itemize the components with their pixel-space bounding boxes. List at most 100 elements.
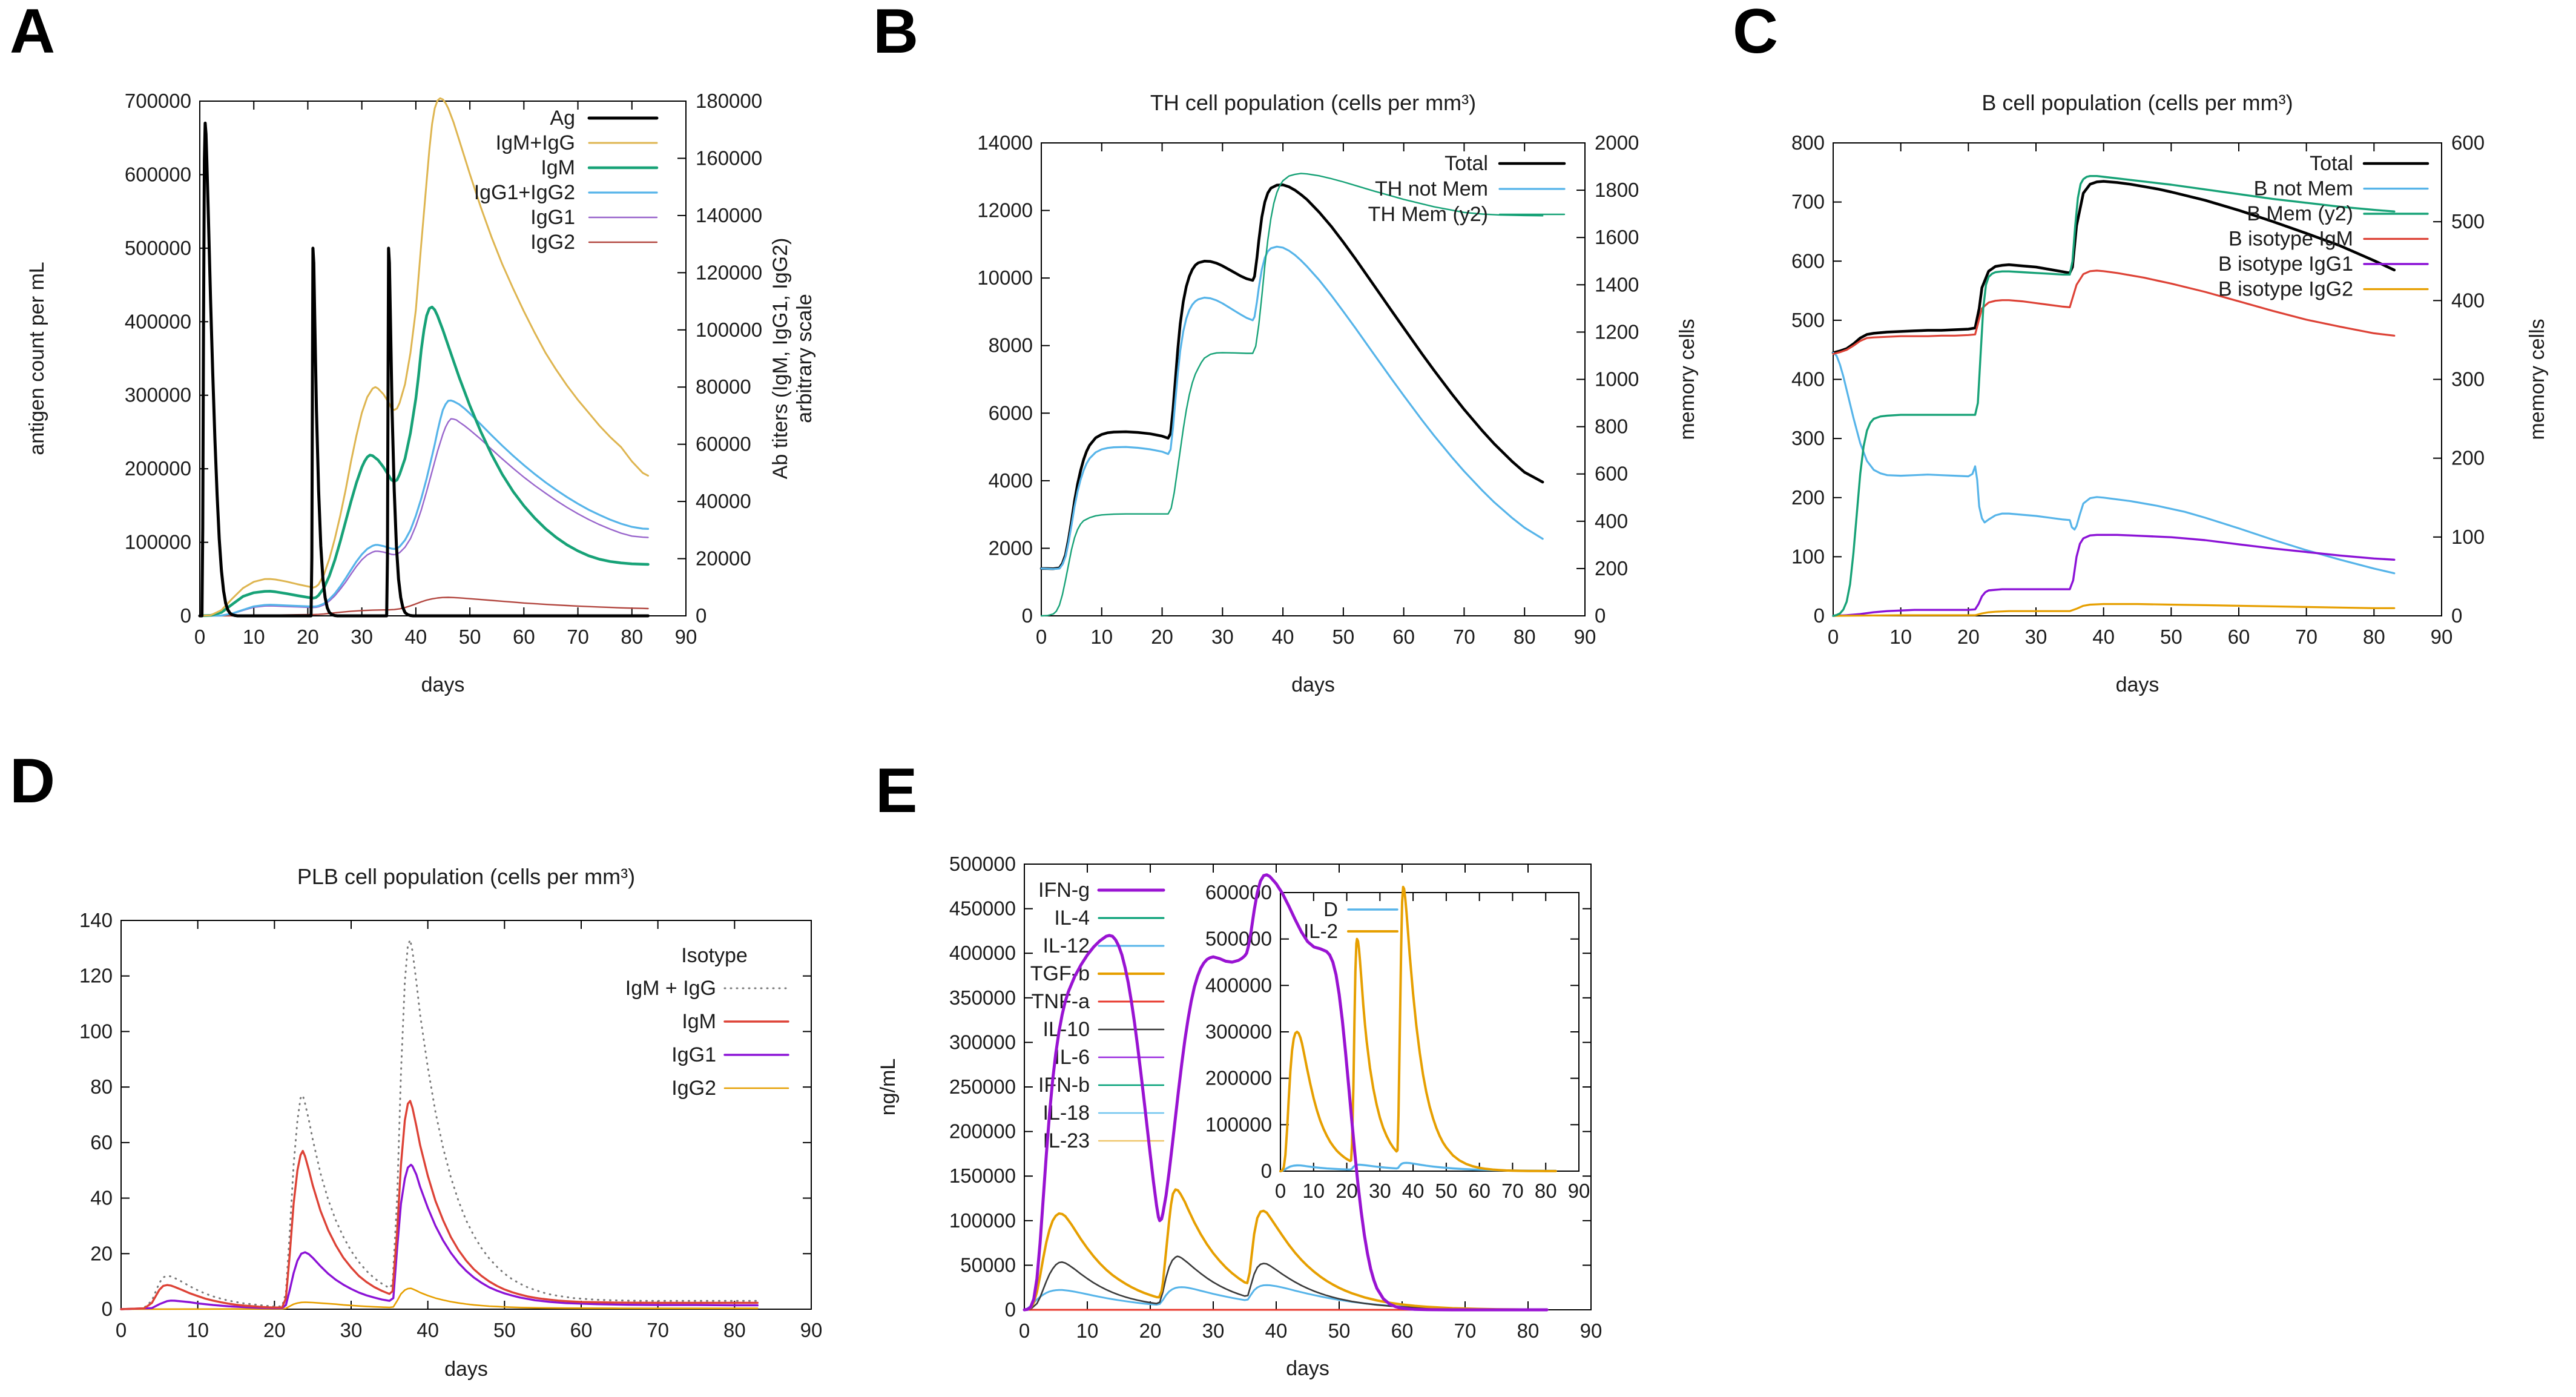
series-B not Mem bbox=[1832, 352, 2396, 575]
series-Ag bbox=[198, 121, 650, 618]
y-tick-label: 400000 bbox=[1205, 974, 1272, 996]
series-IL-2 bbox=[1279, 885, 1557, 1172]
series-IgG2 bbox=[120, 1287, 759, 1310]
y-tick-label: 600 bbox=[1791, 249, 1825, 272]
chart-title: B cell population (cells per mm³) bbox=[1981, 90, 2293, 115]
x-tick-label: 30 bbox=[1211, 626, 1234, 648]
series-IgM+IgG bbox=[199, 97, 649, 617]
x-tick-label: 40 bbox=[1265, 1319, 1288, 1342]
y-tick-label: 100000 bbox=[949, 1209, 1016, 1232]
main-axes: 0 10 20 30 40 50 60 70 80 90010020030040050060070… bbox=[1791, 131, 2485, 648]
y2-tick-label: 400 bbox=[1595, 510, 1628, 532]
y2-tick-label: 300 bbox=[2451, 368, 2485, 391]
legend-label: B isotype IgM bbox=[2228, 228, 2353, 251]
x-tick-label: 20 bbox=[297, 626, 319, 648]
series-B isotype IgM bbox=[1832, 269, 2396, 355]
legend-label: TH Mem (y2) bbox=[1368, 203, 1488, 226]
legend-label: IL-6 bbox=[1054, 1046, 1090, 1069]
x-tick-label: 40 bbox=[1272, 626, 1294, 648]
series-TGF-b bbox=[1023, 1188, 1549, 1311]
series-TH Mem (y2) bbox=[1040, 173, 1544, 617]
y-tick-label: 450000 bbox=[949, 897, 1016, 920]
series-IgG2 bbox=[199, 596, 649, 617]
x-tick-label: 60 bbox=[1392, 626, 1415, 648]
series-B isotype IgG2 bbox=[1832, 603, 2396, 617]
x-tick-label: 60 bbox=[1391, 1319, 1414, 1342]
legend-label: IgM+IgG bbox=[496, 131, 575, 154]
y2-tick-label: 1600 bbox=[1595, 226, 1639, 248]
legend-title: Isotype bbox=[681, 944, 748, 967]
legend-label: B Mem (y2) bbox=[2247, 202, 2353, 225]
x-tick-label: 60 bbox=[2228, 626, 2250, 648]
legend-label: IgG1 bbox=[671, 1043, 716, 1066]
chart-title: PLB cell population (cells per mm³) bbox=[297, 864, 635, 889]
inset-border bbox=[1280, 892, 1580, 1172]
y2-tick-label: 20000 bbox=[696, 547, 751, 570]
y-tick-label: 200000 bbox=[949, 1120, 1016, 1143]
x-tick-label: 70 bbox=[1454, 1319, 1477, 1342]
y-tick-label: 400 bbox=[1791, 368, 1825, 391]
legend: IFN-gIL-4IL-12TGF-bTNF-aIL-10IL-6IFN-bIL… bbox=[1030, 879, 1165, 1152]
series-IgM bbox=[198, 305, 650, 618]
x-tick-label: 90 bbox=[2431, 626, 2453, 648]
chart-title: TH cell population (cells per mm³) bbox=[1150, 90, 1476, 115]
y2-tick-label: 0 bbox=[696, 604, 707, 627]
y2-tick-label: 120000 bbox=[696, 261, 762, 283]
y-tick-label: 0 bbox=[1814, 604, 1825, 627]
x-tick-label: 90 bbox=[675, 626, 697, 648]
y-tick-label: 10000 bbox=[977, 266, 1033, 289]
x-tick-label: 10 bbox=[1302, 1180, 1325, 1202]
legend: DIL-2 bbox=[1303, 898, 1398, 942]
x-tick-label: 80 bbox=[621, 626, 643, 648]
y-tick-label: 0 bbox=[1261, 1160, 1272, 1182]
x-tick-label: 50 bbox=[459, 626, 481, 648]
legend-label: IgG2 bbox=[671, 1077, 716, 1100]
x-tick-label: 50 bbox=[1435, 1180, 1458, 1202]
y-tick-label: 800 bbox=[1791, 131, 1825, 154]
overlay-series-group bbox=[1023, 873, 1549, 1312]
panel-e-letter: E bbox=[875, 756, 918, 826]
main-axes: 0 10 20 30 40 50 60 70 80 90020004000600080001000… bbox=[977, 131, 1639, 648]
x-tick-label: 90 bbox=[800, 1319, 823, 1341]
y-tick-label: 300000 bbox=[949, 1031, 1016, 1053]
x-tick-label: 70 bbox=[567, 626, 589, 648]
x-tick-label: 60 bbox=[513, 626, 535, 648]
legend-label: Total bbox=[1444, 152, 1488, 175]
y2-tick-label: 180000 bbox=[696, 90, 762, 112]
y2-tick-label: 400 bbox=[2451, 289, 2485, 311]
x-tick-label: 40 bbox=[405, 626, 427, 648]
x-tick-label: 20 bbox=[1957, 626, 1980, 648]
panel-b-letter: B bbox=[873, 0, 919, 67]
y2-tick-label: 0 bbox=[2451, 604, 2462, 627]
legend-label: IgG1+IgG2 bbox=[474, 181, 575, 204]
legend-label: D bbox=[1323, 898, 1338, 920]
legend-label: Ag bbox=[550, 107, 575, 130]
y2-tick-label: 1400 bbox=[1595, 273, 1639, 296]
main-border bbox=[1041, 142, 1586, 616]
y-tick-label: 100 bbox=[79, 1020, 113, 1042]
y2-tick-label: 160000 bbox=[696, 147, 762, 169]
x-tick-label: 80 bbox=[1517, 1319, 1540, 1342]
panel-a-chart: 0 10 20 30 40 50 60 70 80 90010000020000030000040… bbox=[25, 90, 816, 696]
panel-b-chart: 0 10 20 30 40 50 60 70 80 90020004000600080001000… bbox=[977, 90, 1699, 696]
series-Total bbox=[1039, 183, 1544, 570]
legend-label: TNF-a bbox=[1032, 990, 1090, 1013]
y-tick-label: 250000 bbox=[949, 1075, 1016, 1098]
y-tick-label: 4000 bbox=[989, 469, 1033, 492]
y-tick-label: 150000 bbox=[949, 1164, 1016, 1187]
y2-axis-label: memory cells bbox=[2526, 319, 2549, 440]
panel-a: A 0 10 20 30 40 50 60 70 80 90 0 100000 200000 300000… bbox=[0, 0, 866, 733]
legend-label: TH not Mem bbox=[1375, 177, 1488, 200]
inset-series-group bbox=[1279, 885, 1557, 1172]
legend-label: IL-10 bbox=[1043, 1018, 1090, 1041]
panel-c-chart: 0 10 20 30 40 50 60 70 80 90010020030040050060070… bbox=[1791, 90, 2549, 696]
y-tick-label: 2000 bbox=[989, 537, 1033, 559]
panel-d-letter: D bbox=[10, 746, 56, 816]
x-tick-label: 50 bbox=[2160, 626, 2182, 648]
legend-label: IgM + IgG bbox=[625, 977, 716, 1000]
y2-tick-label: 1000 bbox=[1595, 368, 1639, 391]
y-tick-label: 8000 bbox=[989, 334, 1033, 357]
x-tick-label: 70 bbox=[2295, 626, 2317, 648]
x-tick-label: 80 bbox=[1535, 1180, 1557, 1202]
series-IL-10 bbox=[1023, 1255, 1548, 1311]
